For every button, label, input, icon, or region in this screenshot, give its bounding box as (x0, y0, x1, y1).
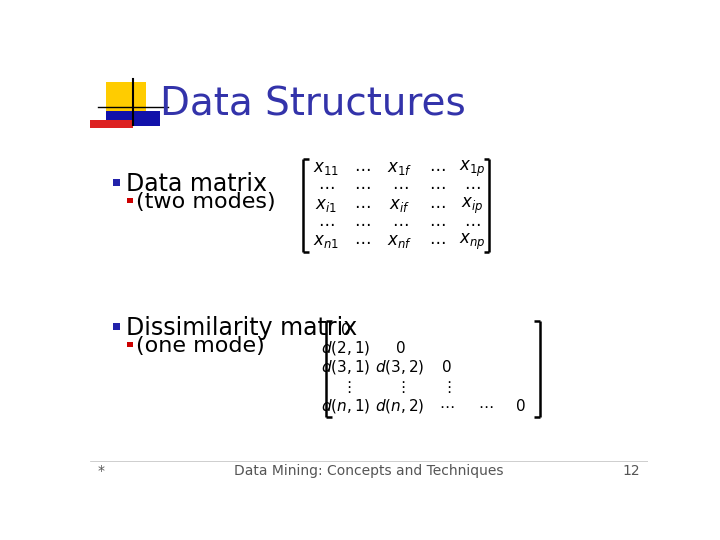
Bar (127, 198, 132, 204)
Text: $\mathit{d(3,2)}$: $\mathit{d(3,2)}$ (375, 359, 425, 376)
Text: $\cdots$: $\cdots$ (354, 215, 371, 232)
Text: $\mathit{d(3,1)}$: $\mathit{d(3,1)}$ (321, 359, 371, 376)
Text: $\vdots$: $\vdots$ (341, 379, 351, 395)
Text: $\mathit{x}_{n1}$: $\mathit{x}_{n1}$ (313, 233, 339, 251)
Text: $\cdots$: $\cdots$ (438, 399, 454, 413)
Text: $\cdots$: $\cdots$ (354, 178, 371, 195)
Text: Data Mining: Concepts and Techniques: Data Mining: Concepts and Techniques (234, 464, 504, 478)
Text: $\cdots$: $\cdots$ (464, 215, 480, 232)
Text: *: * (98, 464, 104, 478)
Text: $\cdots$: $\cdots$ (477, 399, 493, 413)
Text: $\vdots$: $\vdots$ (395, 379, 405, 395)
Text: $\mathit{x}_{1p}$: $\mathit{x}_{1p}$ (459, 159, 485, 179)
Text: $\mathit{d(2,1)}$: $\mathit{d(2,1)}$ (321, 339, 371, 357)
Text: $\cdots$: $\cdots$ (464, 178, 480, 195)
Text: $\mathit{x}_{i1}$: $\mathit{x}_{i1}$ (315, 197, 337, 214)
Text: Dissimilarity matrix: Dissimilarity matrix (126, 316, 357, 340)
Text: $\mathit{x}_{11}$: $\mathit{x}_{11}$ (313, 160, 339, 177)
Bar (106, 111, 160, 126)
Text: $\cdots$: $\cdots$ (354, 160, 371, 177)
Text: $\mathit{0}$: $\mathit{0}$ (341, 322, 351, 339)
Text: $\mathit{x}_{1f}$: $\mathit{x}_{1f}$ (387, 160, 413, 177)
Text: $\cdots$: $\cdots$ (354, 197, 371, 214)
Text: $\mathit{x}_{nf}$: $\mathit{x}_{nf}$ (387, 233, 413, 251)
Text: $\cdots$: $\cdots$ (429, 233, 446, 251)
Text: 12: 12 (623, 464, 640, 478)
Text: $\cdots$: $\cdots$ (429, 215, 446, 232)
Text: $\cdots$: $\cdots$ (429, 178, 446, 195)
Text: (one mode): (one mode) (137, 336, 265, 356)
Text: $\mathit{0}$: $\mathit{0}$ (441, 360, 452, 375)
Text: $\cdots$: $\cdots$ (392, 215, 408, 232)
Text: $\cdots$: $\cdots$ (318, 215, 335, 232)
Text: Data Structures: Data Structures (160, 86, 466, 124)
Bar (113, 323, 120, 330)
Text: $\cdots$: $\cdots$ (354, 233, 371, 251)
Text: $\cdots$: $\cdots$ (429, 160, 446, 177)
Bar (127, 342, 132, 347)
Text: $\mathit{0}$: $\mathit{0}$ (515, 398, 526, 414)
Text: (two modes): (two modes) (137, 192, 276, 212)
Text: $\cdots$: $\cdots$ (318, 178, 335, 195)
Bar (106, 82, 145, 120)
Text: $\cdots$: $\cdots$ (429, 197, 446, 214)
Bar (90, 120, 132, 128)
Text: $\vdots$: $\vdots$ (441, 379, 451, 395)
Bar (113, 179, 120, 186)
Text: $\mathit{x}_{np}$: $\mathit{x}_{np}$ (459, 232, 485, 252)
Text: $\mathit{d(n,1)}$: $\mathit{d(n,1)}$ (321, 397, 371, 415)
Text: $\mathit{x}_{if}$: $\mathit{x}_{if}$ (390, 197, 410, 214)
Text: $\mathit{x}_{ip}$: $\mathit{x}_{ip}$ (461, 195, 483, 216)
Text: Data matrix: Data matrix (126, 172, 266, 196)
Text: $\cdots$: $\cdots$ (392, 178, 408, 195)
Text: $\mathit{d(n,2)}$: $\mathit{d(n,2)}$ (375, 397, 425, 415)
Text: $\mathit{0}$: $\mathit{0}$ (395, 340, 405, 356)
